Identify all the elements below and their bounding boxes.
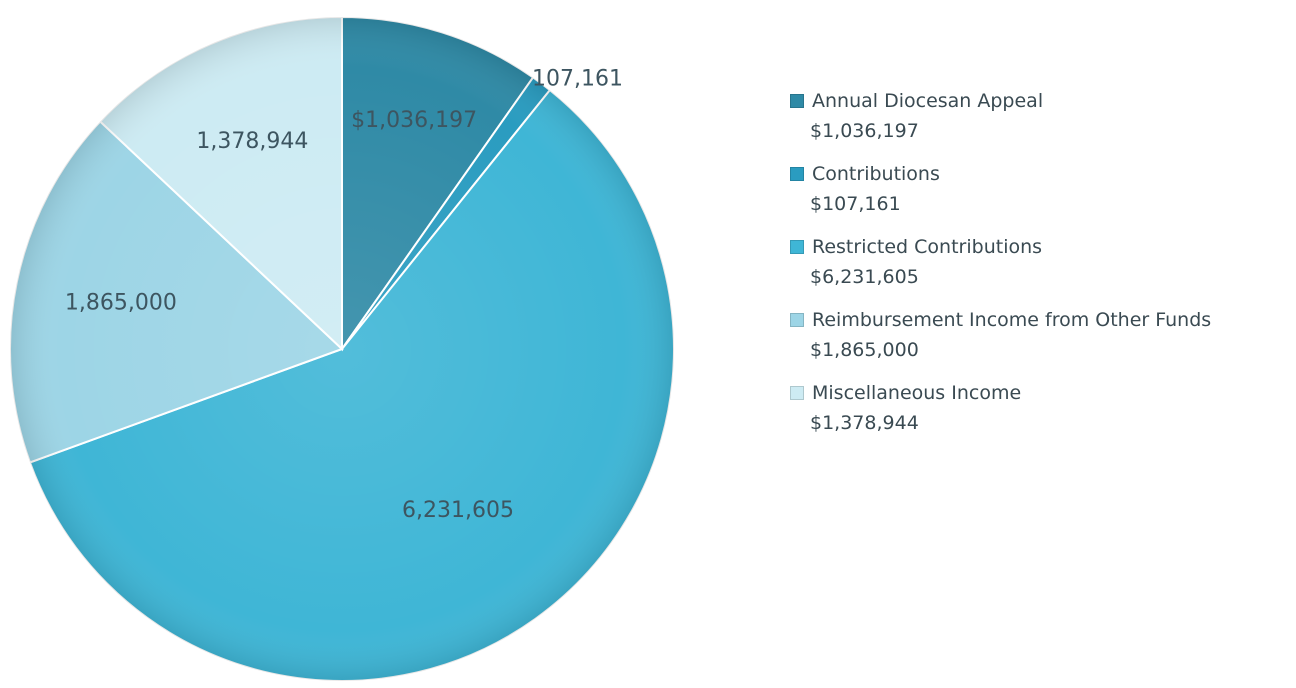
- legend-label: Restricted Contributions: [812, 236, 1043, 258]
- legend-value: $1,865,000: [810, 339, 919, 361]
- legend-swatch: [790, 167, 804, 181]
- data-label: 1,378,944: [196, 129, 308, 154]
- legend-swatch: [790, 94, 804, 108]
- legend-label: Reimbursement Income from Other Funds: [812, 309, 1212, 331]
- legend-swatch: [790, 386, 804, 400]
- legend-value: $107,161: [810, 193, 901, 215]
- data-label: 6,231,605: [402, 498, 514, 523]
- data-label: 1,865,000: [65, 291, 177, 316]
- data-label: 107,161: [532, 67, 623, 92]
- legend-item-miscellaneous-income: Miscellaneous Income $1,378,944: [790, 378, 1290, 438]
- legend-value: $1,036,197: [810, 120, 919, 142]
- legend-swatch: [790, 313, 804, 327]
- legend: Annual Diocesan Appeal $1,036,197 Contri…: [790, 86, 1290, 451]
- legend-item-annual-diocesan-appeal: Annual Diocesan Appeal $1,036,197: [790, 86, 1290, 146]
- data-label: $1,036,197: [351, 108, 477, 133]
- legend-label: Miscellaneous Income: [812, 382, 1022, 404]
- legend-item-reimbursement-income: Reimbursement Income from Other Funds $1…: [790, 305, 1290, 365]
- legend-label: Annual Diocesan Appeal: [812, 90, 1044, 112]
- legend-value: $1,378,944: [810, 412, 919, 434]
- legend-item-contributions: Contributions $107,161: [790, 159, 1290, 219]
- legend-swatch: [790, 240, 804, 254]
- legend-label: Contributions: [812, 163, 940, 185]
- legend-item-restricted-contributions: Restricted Contributions $6,231,605: [790, 232, 1290, 292]
- legend-value: $6,231,605: [810, 266, 919, 288]
